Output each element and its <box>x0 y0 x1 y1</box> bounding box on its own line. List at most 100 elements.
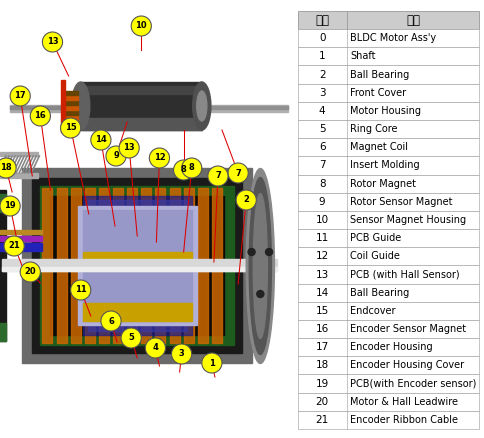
Text: 17: 17 <box>316 342 329 352</box>
Bar <box>183 188 194 343</box>
Bar <box>83 303 192 321</box>
Bar <box>81 86 202 94</box>
Text: 21: 21 <box>8 241 20 251</box>
Text: Endcover: Endcover <box>350 306 395 316</box>
Text: 3: 3 <box>179 350 184 358</box>
Text: Shaft: Shaft <box>350 51 376 61</box>
Ellipse shape <box>246 169 274 364</box>
Bar <box>298 102 479 120</box>
Bar <box>63 111 78 115</box>
Text: 14: 14 <box>316 288 329 298</box>
Ellipse shape <box>72 82 90 130</box>
Text: 15: 15 <box>316 306 329 316</box>
Bar <box>2 259 277 271</box>
Bar <box>10 105 66 112</box>
Circle shape <box>145 338 166 358</box>
Bar <box>63 126 78 130</box>
Ellipse shape <box>197 91 207 121</box>
Circle shape <box>208 166 228 186</box>
Bar <box>298 11 479 29</box>
Bar <box>0 323 6 341</box>
Bar <box>202 105 287 112</box>
Bar <box>63 101 78 105</box>
Bar <box>298 265 479 284</box>
Bar <box>60 80 64 132</box>
Text: 16: 16 <box>34 112 46 120</box>
Circle shape <box>121 328 141 348</box>
Bar <box>0 236 43 241</box>
Ellipse shape <box>193 82 211 130</box>
Text: PCB Guide: PCB Guide <box>350 233 401 243</box>
Circle shape <box>0 158 16 178</box>
Text: 5: 5 <box>128 333 134 343</box>
Text: 12: 12 <box>316 251 329 261</box>
Text: 21: 21 <box>316 415 329 425</box>
Text: 4: 4 <box>319 106 325 116</box>
Text: 1: 1 <box>209 358 215 367</box>
Bar <box>83 210 192 321</box>
Text: Magnet Coil: Magnet Coil <box>350 142 408 152</box>
Bar <box>298 120 479 138</box>
Bar <box>57 188 67 343</box>
Text: Motor Housing: Motor Housing <box>350 106 421 116</box>
Text: 17: 17 <box>15 92 26 100</box>
Bar <box>298 66 479 84</box>
Text: Encoder Housing: Encoder Housing <box>350 342 433 352</box>
Circle shape <box>119 138 139 158</box>
Bar <box>298 47 479 66</box>
Bar <box>298 229 479 247</box>
Bar <box>50 196 224 335</box>
Text: Encoder Sensor Magnet: Encoder Sensor Magnet <box>350 324 466 334</box>
Circle shape <box>202 353 222 373</box>
Text: 8: 8 <box>319 179 325 189</box>
Circle shape <box>182 158 202 178</box>
Circle shape <box>30 106 50 126</box>
Text: 4: 4 <box>152 343 158 353</box>
Text: 0: 0 <box>319 33 325 43</box>
Text: 2: 2 <box>319 70 325 80</box>
Text: 10: 10 <box>316 215 329 225</box>
Text: 12: 12 <box>153 153 166 162</box>
Circle shape <box>60 118 81 138</box>
Ellipse shape <box>249 177 272 354</box>
Text: Insert Molding: Insert Molding <box>350 160 420 170</box>
Bar <box>298 320 479 338</box>
Bar <box>63 91 78 95</box>
Circle shape <box>0 196 20 216</box>
Text: 11: 11 <box>316 233 329 243</box>
Text: Front Cover: Front Cover <box>350 88 406 98</box>
Text: 15: 15 <box>65 124 76 133</box>
Bar <box>298 193 479 211</box>
Circle shape <box>236 190 257 210</box>
Text: 8: 8 <box>181 166 186 174</box>
Bar <box>298 374 479 393</box>
Bar <box>298 211 479 229</box>
Bar <box>22 168 252 363</box>
Text: 구분: 구분 <box>315 14 329 27</box>
Text: BLDC Motor Ass'y: BLDC Motor Ass'y <box>350 33 436 43</box>
Circle shape <box>20 262 40 282</box>
Bar <box>2 267 277 271</box>
Text: Encoder Housing Cover: Encoder Housing Cover <box>350 360 464 371</box>
Text: Sensor Magnet Housing: Sensor Magnet Housing <box>350 215 466 225</box>
Bar <box>298 357 479 374</box>
Text: 13: 13 <box>46 38 58 46</box>
Text: Rotor Magnet: Rotor Magnet <box>350 179 416 189</box>
Bar <box>141 188 151 343</box>
Text: 품명: 품명 <box>406 14 420 27</box>
Circle shape <box>101 311 121 331</box>
Text: 6: 6 <box>319 142 325 152</box>
Text: 1: 1 <box>319 51 325 61</box>
Bar <box>298 302 479 320</box>
Bar <box>298 411 479 429</box>
Text: 13: 13 <box>123 144 135 152</box>
Circle shape <box>71 280 91 300</box>
Bar <box>298 29 479 47</box>
Text: 6: 6 <box>108 317 114 325</box>
Text: PCB(with Encoder sensor): PCB(with Encoder sensor) <box>350 378 476 389</box>
Circle shape <box>131 16 151 36</box>
Bar <box>43 188 52 343</box>
Bar <box>0 173 38 178</box>
Bar <box>63 121 78 125</box>
Circle shape <box>43 32 62 52</box>
